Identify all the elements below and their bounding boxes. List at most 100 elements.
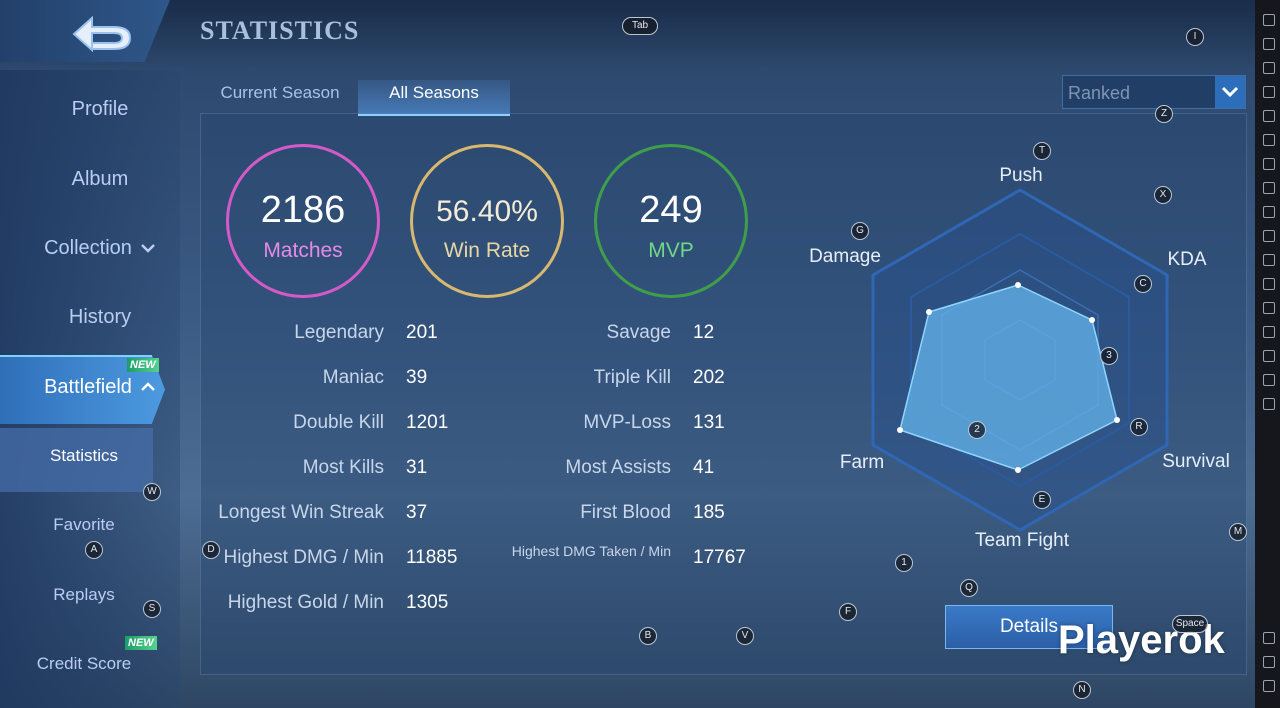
key-hint: S: [143, 600, 161, 618]
key-hint: F: [839, 603, 857, 621]
stat-value: 1201: [406, 412, 449, 433]
key-hint: B: [639, 627, 657, 645]
toolbar-icon[interactable]: [1263, 398, 1275, 410]
stat-label: Highest Gold / Min: [227, 592, 384, 613]
toolbar-icon[interactable]: [1263, 302, 1275, 314]
menu-item[interactable]: Album: [71, 168, 129, 190]
stat-value: 12: [693, 322, 715, 343]
tab[interactable]: Current Season: [220, 83, 340, 102]
stat-label: First Blood: [580, 502, 671, 523]
toolbar-icon[interactable]: [1263, 62, 1275, 74]
stat-value: 39: [406, 367, 428, 388]
menu-item[interactable]: History: [68, 306, 132, 328]
new-badge: NEW: [127, 358, 159, 372]
stat-label: Highest DMG / Min: [223, 547, 384, 568]
top-bar: [0, 0, 1255, 70]
stat-label: Most Kills: [302, 457, 384, 478]
stat-label: MVP-Loss: [583, 412, 671, 433]
menu-item[interactable]: Statistics: [49, 446, 119, 465]
key-hint: 1: [895, 554, 913, 572]
menu-item[interactable]: Favorite: [53, 515, 115, 534]
stat-value: 31: [406, 457, 428, 478]
toolbar-icon[interactable]: [1263, 182, 1275, 194]
toolbar-icon[interactable]: [1263, 350, 1275, 362]
active-submenu-bg: [0, 428, 153, 492]
toolbar-icon[interactable]: [1263, 254, 1275, 266]
stat-value: 131: [693, 412, 725, 433]
mode-dropdown[interactable]: Ranked: [1062, 75, 1246, 109]
stat-label: Legendary: [294, 322, 384, 343]
stat-value: 185: [693, 502, 725, 523]
new-badge: NEW: [125, 636, 157, 650]
stat-label: Most Assists: [565, 457, 671, 478]
tab-active[interactable]: All Seasons: [358, 80, 510, 116]
toolbar-icon[interactable]: [1263, 278, 1275, 290]
key-hint: Q: [960, 579, 978, 597]
summary-value: 2186: [260, 189, 346, 231]
menu-item[interactable]: Credit Score: [36, 654, 132, 673]
summary-label: Win Rate: [443, 239, 531, 262]
stat-value: 202: [693, 367, 725, 388]
toolbar-icon[interactable]: [1263, 38, 1275, 50]
toolbar-icon[interactable]: [1263, 326, 1275, 338]
summary-ring: 249 MVP: [594, 144, 748, 298]
toolbar-icon[interactable]: [1263, 632, 1275, 644]
toolbar-icon[interactable]: [1263, 86, 1275, 98]
dropdown-arrow: [1215, 76, 1245, 108]
toolbar-icon[interactable]: [1263, 230, 1275, 242]
dropdown-value: Ranked: [1068, 83, 1131, 103]
toolbar-icon[interactable]: [1263, 656, 1275, 668]
stat-label: Highest DMG Taken / Min: [511, 543, 671, 559]
key-hint: Space: [1172, 615, 1208, 633]
menu-item[interactable]: Collection: [0, 237, 200, 260]
stat-label: Savage: [606, 322, 671, 343]
toolbar-icon[interactable]: [1263, 680, 1275, 692]
emulator-toolbar: [1255, 0, 1280, 708]
menu-item[interactable]: Replays: [53, 585, 115, 604]
toolbar-icon[interactable]: [1263, 206, 1275, 218]
menu-item[interactable]: Profile: [71, 98, 129, 120]
toolbar-icon[interactable]: [1263, 110, 1275, 122]
radar-label: KDA: [1167, 249, 1207, 270]
key-hint: N: [1073, 681, 1091, 699]
stat-label: Longest Win Streak: [218, 502, 384, 523]
back-button[interactable]: [0, 0, 170, 62]
toolbar-icon[interactable]: [1263, 374, 1275, 386]
key-hint: T: [1033, 142, 1051, 160]
key-hint: 3: [1100, 347, 1118, 365]
radar-label: Push: [999, 165, 1043, 186]
key-hint: I: [1186, 28, 1204, 46]
summary-label: MVP: [648, 239, 694, 262]
toolbar-icon[interactable]: [1263, 158, 1275, 170]
stat-value: 1305: [406, 592, 449, 613]
radar-label: Farm: [839, 452, 885, 473]
summary-ring: 56.40% Win Rate: [410, 144, 564, 298]
menu-item[interactable]: Battlefield: [0, 376, 200, 399]
key-hint: G: [851, 222, 869, 240]
stat-label: Maniac: [322, 367, 384, 388]
key-hint: A: [85, 541, 103, 559]
summary-ring: 2186 Matches: [226, 144, 380, 298]
toolbar-icon[interactable]: [1263, 14, 1275, 26]
key-hint: R: [1130, 418, 1148, 436]
key-hint: X: [1154, 186, 1172, 204]
key-hint: Z: [1155, 105, 1173, 123]
details-button[interactable]: Details: [945, 605, 1113, 649]
radar-label: Team Fight: [975, 530, 1069, 551]
toolbar-icon[interactable]: [1263, 134, 1275, 146]
radar-label: Survival: [1162, 451, 1230, 472]
key-hint: V: [736, 627, 754, 645]
radar-label: Damage: [809, 246, 881, 267]
key-hint: 2: [968, 421, 986, 439]
page-title: STATISTICS: [200, 16, 360, 45]
key-hint: Tab: [622, 17, 658, 35]
chevron: [141, 244, 155, 253]
back-arrow: [72, 15, 132, 53]
stat-value: 17767: [693, 547, 746, 568]
summary-value: 56.40%: [436, 195, 538, 228]
chevron: [141, 382, 155, 391]
stat-value: 11885: [406, 547, 458, 568]
stat-value: 41: [693, 457, 715, 478]
key-hint: D: [202, 541, 220, 559]
